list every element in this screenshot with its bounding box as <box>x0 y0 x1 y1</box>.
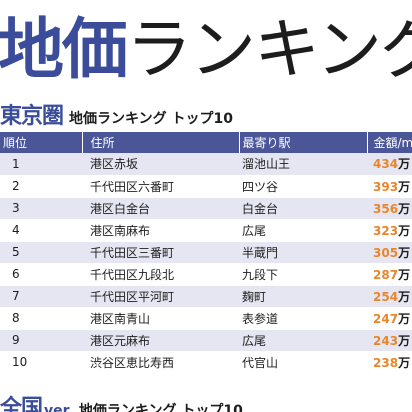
address-cell: 千代田区六番町 <box>82 175 239 198</box>
station-cell: 広尾 <box>239 219 367 242</box>
price-value: 393 <box>373 179 399 194</box>
rank-cell: 7 <box>0 285 82 308</box>
price-unit: 万 <box>398 311 411 326</box>
header-station: 最寄り駅 <box>239 132 368 153</box>
rank-cell: 10 <box>0 351 82 374</box>
price-cell: 243万 <box>367 329 412 352</box>
table-row: 10 渋谷区恵比寿西 代官山 238万 <box>0 351 412 374</box>
price-value: 287 <box>373 267 399 282</box>
address-cell: 港区南青山 <box>82 307 239 330</box>
table-row: 5 千代田区三番町 半蔵門 305万 <box>0 241 412 264</box>
section-heading-national: 全国 ver. 地価ランキング トップ10 <box>0 390 243 412</box>
station-cell: 白金台 <box>239 197 367 220</box>
price-value: 238 <box>373 355 399 370</box>
table-row: 7 千代田区平河町 麹町 254万 <box>0 285 412 308</box>
price-unit: 万 <box>398 201 411 216</box>
price-value: 356 <box>373 201 399 216</box>
price-cell: 305万 <box>367 241 412 264</box>
table-header-row: 順位 住所 最寄り駅 金額/m <box>0 132 412 153</box>
section-heading-tokyo: 東京圏 地価ランキング トップ10 <box>0 98 233 130</box>
region-label: 東京圏 <box>0 104 64 129</box>
price-unit: 万 <box>398 245 411 260</box>
address-cell: 渋谷区恵比寿西 <box>82 351 239 374</box>
address-cell: 港区白金台 <box>82 197 239 220</box>
ranking-table: 順位 住所 最寄り駅 金額/m 1 港区赤坂 溜池山王 434万 2 千代田区六番町 四ツ谷… <box>0 132 412 374</box>
station-cell: 麹町 <box>239 285 367 308</box>
region-label-national: 全国 <box>0 396 43 412</box>
price-value: 243 <box>373 333 399 348</box>
price-value: 323 <box>373 223 399 238</box>
header-address: 住所 <box>82 132 240 153</box>
station-cell: 代官山 <box>239 351 367 374</box>
station-cell: 半蔵門 <box>239 241 367 264</box>
rank-cell: 3 <box>0 197 82 220</box>
table-row: 6 千代田区九段北 九段下 287万 <box>0 263 412 286</box>
station-cell: 九段下 <box>239 263 367 286</box>
price-unit: 万 <box>398 179 411 194</box>
table-row: 8 港区南青山 表参道 247万 <box>0 307 412 330</box>
rank-cell: 1 <box>0 153 82 176</box>
price-unit: 万 <box>398 267 411 282</box>
price-value: 254 <box>373 289 399 304</box>
address-cell: 千代田区平河町 <box>82 285 239 308</box>
price-cell: 393万 <box>367 175 412 198</box>
title-rest: ランキング <box>126 11 412 88</box>
table-row: 9 港区元麻布 広尾 243万 <box>0 329 412 352</box>
price-cell: 434万 <box>367 153 412 176</box>
price-cell: 254万 <box>367 285 412 308</box>
price-unit: 万 <box>398 157 411 172</box>
address-cell: 千代田区三番町 <box>82 241 239 264</box>
address-cell: 千代田区九段北 <box>82 263 239 286</box>
header-rank: 順位 <box>0 132 83 153</box>
page-title: 地価ランキング <box>0 10 412 90</box>
station-cell: 広尾 <box>239 329 367 352</box>
table-row: 4 港区南麻布 広尾 323万 <box>0 219 412 242</box>
price-cell: 238万 <box>367 351 412 374</box>
price-value: 434 <box>373 157 399 172</box>
table-row: 2 千代田区六番町 四ツ谷 393万 <box>0 175 412 198</box>
title-accent: 地価 <box>0 11 128 88</box>
rank-cell: 5 <box>0 241 82 264</box>
price-value: 305 <box>373 245 399 260</box>
rank-cell: 6 <box>0 263 82 286</box>
station-cell: 四ツ谷 <box>239 175 367 198</box>
section-subtitle-national: 地価ランキング トップ10 <box>78 403 243 412</box>
rank-cell: 9 <box>0 329 82 352</box>
price-unit: 万 <box>398 333 411 348</box>
address-cell: 港区元麻布 <box>82 329 239 352</box>
address-cell: 港区南麻布 <box>82 219 239 242</box>
station-cell: 溜池山王 <box>239 153 367 176</box>
table-row: 3 港区白金台 白金台 356万 <box>0 197 412 220</box>
price-unit: 万 <box>398 355 411 370</box>
price-cell: 323万 <box>367 219 412 242</box>
station-cell: 表参道 <box>239 307 367 330</box>
section-subtitle: 地価ランキング トップ10 <box>69 111 233 127</box>
price-cell: 247万 <box>367 307 412 330</box>
price-cell: 287万 <box>367 263 412 286</box>
table-row: 1 港区赤坂 溜池山王 434万 <box>0 153 412 176</box>
price-unit: 万 <box>398 289 411 304</box>
price-unit: 万 <box>398 223 411 238</box>
rank-cell: 4 <box>0 219 82 242</box>
address-cell: 港区赤坂 <box>82 153 239 176</box>
rank-cell: 8 <box>0 307 82 330</box>
rank-cell: 2 <box>0 175 82 198</box>
price-value: 247 <box>373 311 399 326</box>
price-cell: 356万 <box>367 197 412 220</box>
header-price: 金額/m <box>367 132 412 153</box>
ver-label: ver. <box>44 403 73 412</box>
